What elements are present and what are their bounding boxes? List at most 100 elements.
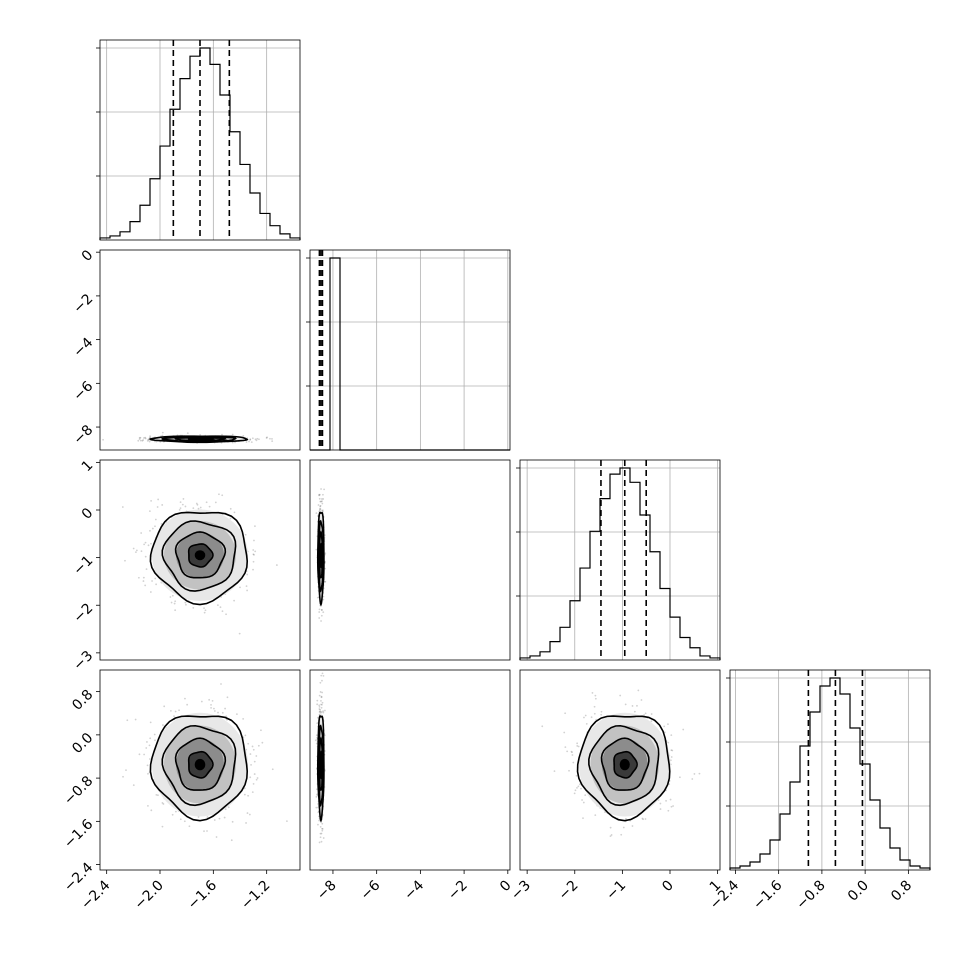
scatter-point (317, 823, 319, 826)
y-tick-label: 0 (79, 505, 97, 523)
y-tick-label: −1 (70, 553, 96, 579)
scatter-point (142, 576, 145, 579)
scatter-point (269, 437, 271, 440)
scatter-point (318, 611, 321, 613)
scatter-point (143, 437, 145, 439)
hist-frame (519, 459, 721, 661)
scatter-point (316, 699, 319, 702)
scatter-point (253, 773, 256, 775)
contour-0.5sigma (187, 543, 214, 568)
contour-2sigma (316, 511, 325, 607)
scatter-point (208, 698, 211, 701)
scatter-point (231, 441, 234, 444)
scatter-point (563, 731, 566, 734)
scatter-point (147, 438, 150, 441)
scatter-point (214, 501, 217, 504)
scatter-point (573, 792, 576, 795)
scatter-point (135, 549, 138, 552)
scatter-point (324, 709, 326, 712)
scatter-point (318, 713, 321, 716)
x-tick-label: −1.2 (238, 878, 273, 913)
x-tick-label: −1.6 (750, 877, 785, 912)
scatter-point (247, 794, 250, 797)
x-tick-label: 0 (659, 878, 677, 896)
scatter-point (631, 705, 634, 707)
scatter-point (321, 822, 324, 825)
scatter-point (671, 749, 674, 752)
scatter-point (249, 753, 252, 755)
panel-0-1: −8 −6 −4 −2 0 (70, 247, 301, 451)
scatter-point (324, 552, 327, 555)
scatter-point (594, 697, 597, 700)
scatter-point (203, 607, 205, 610)
scatter-point (225, 613, 227, 616)
scatter-point (150, 499, 153, 502)
scatter-point (161, 504, 164, 506)
scatter-point (659, 802, 662, 805)
scatter-point (208, 505, 211, 508)
panel-0-2: −3 −2 −1 0 1 (70, 457, 301, 674)
scatter-point (319, 825, 322, 828)
scatter-point (221, 494, 224, 497)
scatter-point (631, 825, 634, 827)
scatter-point (182, 498, 185, 500)
scatter-point (146, 439, 149, 442)
scatter-point (252, 748, 255, 751)
scatter-point (124, 559, 126, 562)
scatter-point (142, 580, 145, 582)
scatter-point (679, 776, 681, 779)
scatter-point (245, 441, 248, 443)
scatter-point (231, 820, 234, 823)
scatter-point (670, 734, 673, 737)
scatter-point (581, 799, 583, 801)
scatter-point (184, 505, 187, 508)
scatter-point (624, 703, 627, 706)
contour-2sigma (149, 435, 249, 444)
scatter-point (644, 712, 647, 715)
scatter-point (553, 770, 556, 773)
scatter-point (600, 710, 603, 713)
scatter-point (245, 585, 248, 588)
scatter-point (144, 555, 147, 558)
scatter-point (317, 811, 320, 814)
scatter-point (271, 768, 274, 771)
scatter-point (144, 584, 147, 587)
scatter-point (185, 603, 187, 606)
scatter-point (318, 705, 321, 708)
scatter-point (318, 704, 321, 707)
scatter-point (252, 568, 254, 571)
scatter-point (213, 707, 215, 710)
scatter-point (184, 697, 186, 700)
scatter-point (252, 782, 255, 785)
scatter-point (594, 694, 597, 697)
scatter-point (564, 712, 567, 715)
x-tick-label: −3 (508, 878, 534, 904)
scatter-point (667, 741, 670, 744)
scatter-point (151, 527, 154, 530)
scatter-point (229, 507, 232, 510)
scatter-point (226, 696, 229, 699)
x-tick-label: −6 (358, 877, 384, 903)
scatter-point (590, 716, 593, 719)
contour-2sigma (149, 715, 249, 822)
scatter-point (583, 716, 585, 719)
hist-panel-3 (726, 669, 931, 871)
scatter-point (643, 714, 646, 716)
scatter-point (321, 500, 323, 503)
scatter-point (633, 710, 636, 713)
scatter-point (320, 695, 323, 698)
hist-frame (309, 249, 511, 451)
scatter-point (575, 774, 578, 777)
contour-1.5sigma (588, 724, 660, 807)
scatter-point (148, 440, 151, 443)
y-tick-label: −8 (70, 422, 96, 448)
scatter-point (140, 550, 143, 553)
scatter-point (659, 808, 662, 810)
scatter-point (150, 542, 152, 545)
scatter-point (576, 742, 579, 745)
scatter-point (196, 503, 199, 506)
scatter-point (320, 840, 323, 843)
scatter-point (195, 502, 198, 505)
scatter-point (154, 739, 156, 742)
scatter-point (316, 596, 319, 599)
